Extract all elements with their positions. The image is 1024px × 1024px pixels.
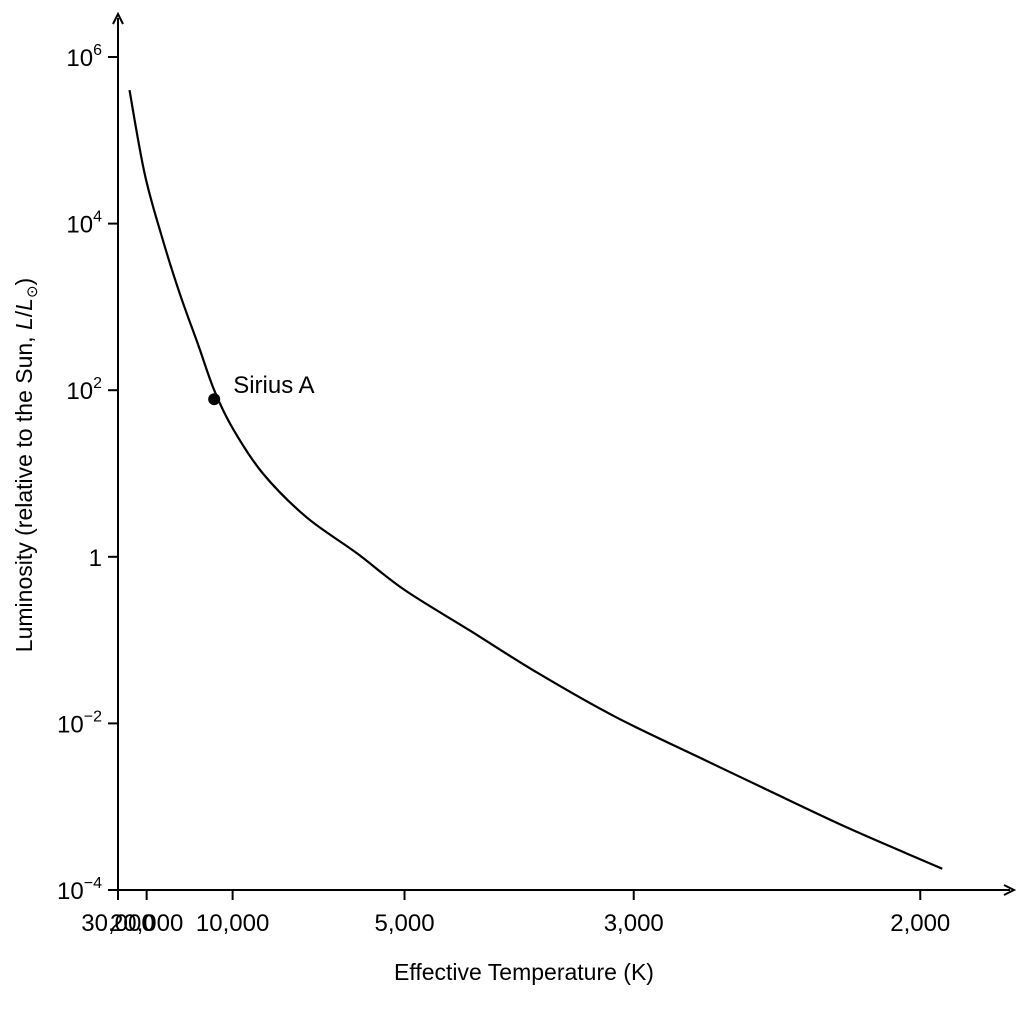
y-axis-title: Luminosity (relative to the Sun, L/L⊙) [11,278,41,652]
y-tick-label: 10−2 [57,708,102,738]
sirius-a-marker [208,393,221,406]
y-tick-label-base: 10 [66,212,93,239]
y-tick-label: 102 [66,375,102,405]
y-axis-title-italic-l2: L [11,298,37,311]
y-tick-label-exponent: 4 [93,209,102,226]
y-tick-label-base: 10 [66,378,93,405]
x-tick-label: 30,000 [81,910,154,937]
y-tick-label-base: 1 [89,545,102,572]
y-axis-title-suffix: ) [11,278,37,286]
y-tick-label-exponent: −2 [84,708,102,725]
y-tick-label: 10−4 [57,875,102,905]
y-axis-title-sun-symbol: ⊙ [24,285,41,298]
y-tick-label: 1 [89,545,102,572]
annotations: Sirius A [208,372,315,406]
x-tick-label: 3,000 [604,910,664,937]
y-tick-label-exponent: 2 [93,375,102,392]
y-tick-label-exponent: 6 [93,42,102,59]
x-tick-label: 2,000 [890,910,950,937]
main-sequence-line [128,89,943,870]
axes [112,11,1017,896]
y-tick-label-exponent: −4 [84,875,102,892]
y-tick-label: 106 [66,42,102,72]
y-axis-title-slash: / [11,310,37,317]
y-tick-label: 104 [66,209,102,239]
y-tick-label-base: 10 [66,45,93,72]
x-tick-label: 20,000 [110,910,183,937]
y-tick-label-base: 10 [57,878,84,905]
y-axis-title-prefix: Luminosity (relative to the Sun, [11,330,37,652]
y-axis-title-italic-l: L [11,317,37,330]
y-tick-label-base: 10 [57,711,84,738]
x-axis-title: Effective Temperature (K) [394,959,654,985]
x-tick-label: 10,000 [196,910,269,937]
x-tick-label: 5,000 [374,910,434,937]
sirius-a-label: Sirius A [233,372,314,399]
